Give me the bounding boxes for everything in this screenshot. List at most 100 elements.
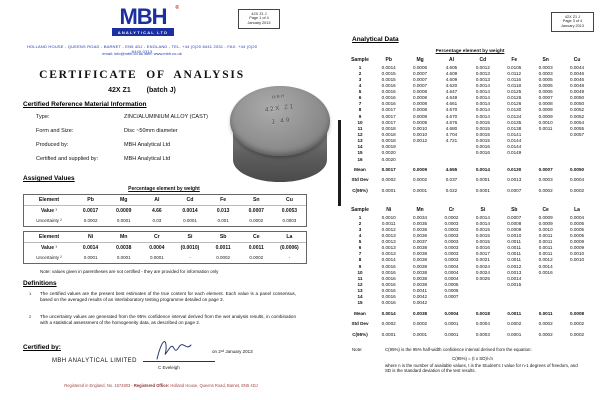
table-cell: Si bbox=[480, 207, 486, 213]
table-cell: 0.0008 bbox=[413, 89, 428, 95]
table-cell: 0.0004 bbox=[444, 310, 459, 316]
crm-info-row: Certified and supplied by: MBH Analytical… bbox=[36, 156, 286, 170]
table-cell: Al bbox=[154, 197, 160, 203]
table-cell: 0.0042 bbox=[413, 294, 428, 300]
table-cell: 0.0001 bbox=[381, 188, 396, 194]
table-cell: 0.0001 bbox=[444, 321, 459, 327]
table-cell: 0.0054 bbox=[570, 119, 585, 125]
table-cell: La bbox=[574, 207, 580, 213]
table-cell: 5 bbox=[358, 89, 362, 95]
table-cell: Ce bbox=[252, 234, 260, 240]
page-tag-right: 42X Z1 J Page 3 of 4 January 2013 bbox=[551, 12, 594, 32]
table-cell: 0.0002 bbox=[249, 218, 264, 223]
table-cell: 0.0002 bbox=[538, 331, 553, 337]
parentheses-note: Note: values given in parentheses are no… bbox=[40, 269, 219, 274]
sample-result-row: 13 0.0016 0.0041 0.0006 bbox=[347, 288, 593, 294]
table-cell: 4.605 bbox=[445, 64, 458, 70]
table-cell: 0.0052 bbox=[570, 107, 585, 113]
table-cell: 0.0014 bbox=[475, 82, 490, 88]
certification-date: on 2ⁿᵈ January 2013 bbox=[212, 349, 253, 354]
registration-footer: Registered in England, No. 1574803 - Reg… bbox=[64, 383, 258, 388]
table-cell: 0.0003 bbox=[538, 64, 553, 70]
table-cell: 1 bbox=[358, 214, 362, 220]
table-cell: 0.0011 bbox=[538, 125, 553, 131]
table-cell bbox=[530, 300, 561, 306]
table-cell: 0.0009 bbox=[507, 226, 522, 232]
table-cell: C(95%) bbox=[352, 188, 368, 194]
table-cell: 0.0016 bbox=[381, 95, 396, 101]
table-cell: 4.676 bbox=[445, 119, 458, 125]
table-cell: Value ¹ bbox=[40, 208, 58, 214]
sample-result-row: 14 0.0019 0.0016 0.0144 bbox=[347, 144, 593, 150]
table-cell: 0.0010 bbox=[381, 214, 396, 220]
table-cell: - bbox=[288, 255, 291, 260]
table-cell: Sn bbox=[252, 197, 260, 203]
table-cell: 0.0001 bbox=[381, 331, 396, 337]
table-cell: 0.022 bbox=[445, 188, 458, 194]
table-cell: 0.0002 bbox=[570, 331, 585, 337]
table-cell: 0.0041 bbox=[413, 288, 428, 294]
table-cell: 0.0011 bbox=[507, 239, 522, 245]
table-cell: 0.0050 bbox=[570, 95, 585, 101]
certified-by-heading: Certified by: bbox=[23, 344, 61, 351]
percentage-by-weight-label: Percentage element by weight bbox=[128, 186, 200, 192]
table-cell: Sb bbox=[511, 207, 518, 213]
confidence-note-line2: where n is the number of available value… bbox=[385, 363, 578, 374]
table-cell: Mean bbox=[354, 166, 366, 172]
table-cell: 0.0007 bbox=[444, 294, 459, 300]
definition-1-marker: 1 bbox=[29, 291, 32, 296]
table-cell: 0.0020 bbox=[381, 150, 396, 156]
table-cell: 6 bbox=[358, 245, 362, 251]
table-cell: 0.0144 bbox=[507, 144, 522, 150]
table-cell: 4.670 bbox=[445, 113, 458, 119]
table-cell: 0.0002 bbox=[507, 321, 522, 327]
sample-disc-photo: MBH 42X Z1 J 49 bbox=[230, 86, 330, 192]
table-cell: 0.0002 bbox=[538, 188, 553, 194]
definition-2-text: The uncertainty values are generated fro… bbox=[40, 314, 296, 325]
table-cell: 0.0144 bbox=[507, 138, 522, 144]
tag-sample: 42X Z1 J bbox=[564, 14, 581, 19]
table-cell: 0.0035 bbox=[413, 220, 428, 226]
table-cell: 0.0008 bbox=[538, 101, 553, 107]
table-cell: 4 bbox=[358, 82, 362, 88]
table-cell: ZINC/ALUMINIUM ALLOY (CAST) bbox=[124, 114, 208, 120]
table-cell: 0.0013 bbox=[381, 251, 396, 257]
mbh-logo: MBH ® ANALYTICAL LTD bbox=[112, 5, 179, 36]
std-dev-row: Std Dev 0.0002 0.0002 0.0001 0.0004 0.0002 0.0… bbox=[347, 321, 593, 327]
table-cell: (0.0010) bbox=[180, 245, 200, 251]
sample-result-row: 4 0.0013 0.0036 0.0003 0.0015 0.0010 0.0011 0.0… bbox=[347, 233, 593, 239]
sample-result-row: 5 0.0013 0.0037 0.0003 0.0015 0.0011 0.0011 0.0… bbox=[347, 239, 593, 245]
table-cell: Mn bbox=[119, 234, 128, 240]
sample-result-row: 10 0.0016 0.0038 0.0004 0.0024 0.0013 0.0016 bbox=[347, 270, 593, 276]
table-cell: 0.0044 bbox=[570, 64, 585, 70]
table-cell: Certified and supplied by: bbox=[36, 156, 99, 162]
definition-1-text: The certified values are the present bes… bbox=[40, 291, 296, 302]
sample-result-row: 1 0.0010 0.0034 0.0002 0.0014 0.0007 0.0009 0.0… bbox=[347, 215, 593, 221]
signature-line bbox=[142, 356, 215, 362]
table-cell: 0.0003 bbox=[444, 220, 459, 226]
table-cell: 0.0003 bbox=[444, 226, 459, 232]
table-cell: 0.0005 bbox=[570, 226, 585, 232]
table-cell: 0.0012 bbox=[538, 257, 553, 263]
assigned-values-heading: Assigned Values bbox=[23, 175, 75, 182]
table-cell: Mean bbox=[354, 310, 366, 316]
table-cell: 0.0011 bbox=[538, 245, 553, 251]
crm-info-row: Produced by: MBH Analytical Ltd bbox=[36, 142, 286, 156]
sample-result-row: 11 0.0016 0.0038 0.0004 0.0025 0.0014 bbox=[347, 276, 593, 282]
table-cell: 0.0038 bbox=[413, 245, 428, 251]
table-cell bbox=[561, 300, 592, 306]
table-header-row: Element Ni Mn Cr Si Sb Ce La bbox=[24, 232, 306, 243]
table-cell: 0.0012 bbox=[413, 138, 428, 144]
table-cell: 1 bbox=[358, 64, 362, 70]
table-cell: 0.0013 bbox=[381, 245, 396, 251]
table-cell: 12 bbox=[357, 132, 363, 138]
table-cell: 0.0010 bbox=[570, 251, 585, 257]
table-cell: Mn bbox=[416, 207, 424, 213]
table-cell: 0.0042 bbox=[413, 300, 428, 306]
table-cell: Ni bbox=[87, 234, 94, 240]
table-cell: 0.0046 bbox=[570, 76, 585, 82]
table-cell: 0.0008 bbox=[413, 107, 428, 113]
crm-info-table: Type: ZINC/ALUMINIUM ALLOY (CAST) Form and… bbox=[36, 114, 286, 170]
table-cell: 0.0012 bbox=[381, 226, 396, 232]
table-cell: 0.0002 bbox=[216, 255, 231, 260]
